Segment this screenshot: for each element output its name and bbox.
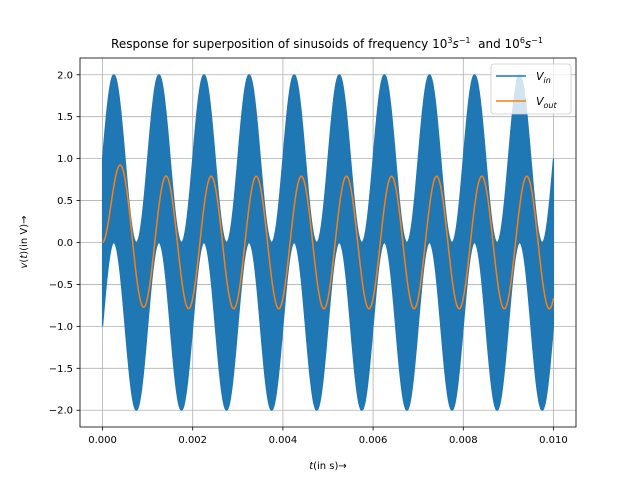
legend: Vin Vout — [490, 63, 572, 115]
y-tick-label: −0.5 — [49, 280, 73, 291]
chart-title: Response for superposition of sinusoids … — [111, 36, 543, 51]
ticks: 0.000 0.002 0.004 0.006 0.008 0.010 −2.0 −1.5 −1… — [49, 70, 568, 446]
y-tick-label: 1.5 — [57, 112, 73, 123]
y-axis-label: v(t)(in V)→ — [19, 216, 30, 269]
x-tick-label: 0.010 — [539, 435, 568, 446]
y-tick-label: 0.0 — [57, 238, 73, 249]
legend-label-vin: Vin — [536, 70, 551, 85]
legend-label-vout: Vout — [536, 95, 557, 110]
legend-box — [490, 63, 572, 115]
x-tick-label: 0.000 — [88, 435, 117, 446]
x-axis-label: t(in s)→ — [309, 461, 347, 472]
y-tick-label: −1.0 — [49, 322, 73, 333]
y-tick-label: −2.0 — [49, 406, 73, 417]
series-vin — [101, 74, 555, 411]
y-tick-label: 0.5 — [57, 196, 73, 207]
x-tick-label: 0.004 — [269, 435, 298, 446]
y-tick-label: 1.0 — [57, 154, 73, 165]
x-tick-label: 0.002 — [178, 435, 207, 446]
x-tick-label: 0.006 — [359, 435, 388, 446]
y-tick-label: −1.5 — [49, 364, 73, 375]
series-vout — [102, 164, 555, 310]
y-tick-label: 2.0 — [57, 70, 73, 81]
x-tick-label: 0.008 — [449, 435, 478, 446]
plot-area — [101, 74, 555, 411]
